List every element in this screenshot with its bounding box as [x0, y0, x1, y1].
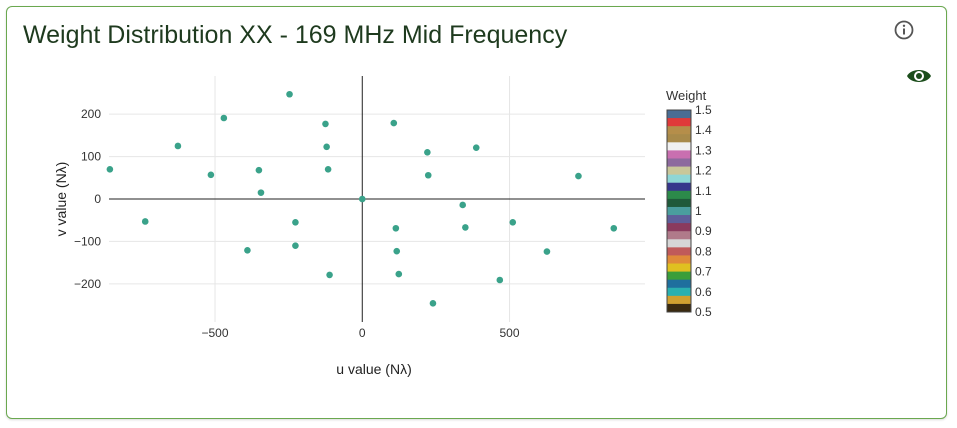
info-icon[interactable]: [893, 19, 915, 41]
chart-card: Weight Distribution XX - 169 MHz Mid Fre…: [6, 6, 947, 419]
card-title: Weight Distribution XX - 169 MHz Mid Fre…: [23, 21, 568, 49]
eye-icon[interactable]: [906, 66, 932, 86]
